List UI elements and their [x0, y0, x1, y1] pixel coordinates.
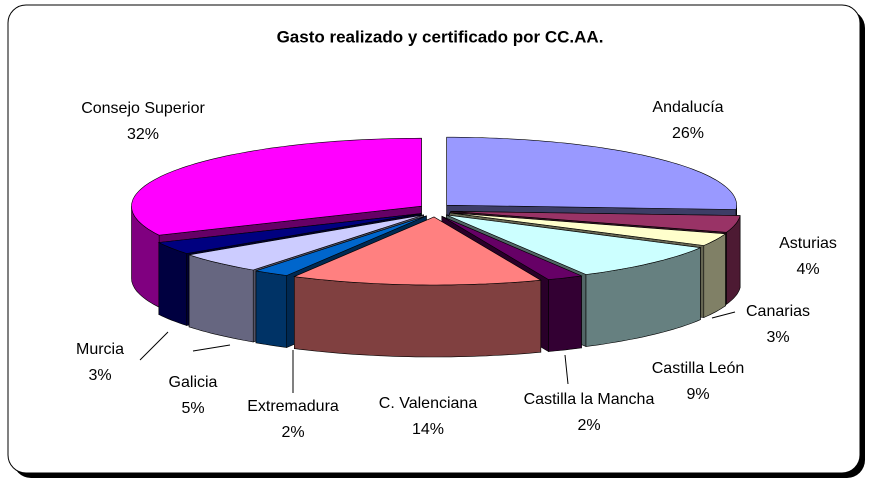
slice-value-label: 4% [796, 261, 819, 278]
labels: Andalucía 26% Asturias 4% Canarias 3% Castilla… [76, 99, 837, 441]
slice-label: Extremadura [247, 398, 339, 415]
slice-wall [255, 270, 287, 348]
slice-value-label: 3% [766, 329, 789, 346]
slice [189, 214, 424, 271]
slice [157, 213, 422, 254]
slice [449, 212, 727, 246]
slice-value-label: 3% [88, 367, 111, 384]
slice [446, 136, 737, 210]
slice-value-label: 2% [577, 417, 600, 434]
pie [131, 136, 741, 358]
slice-wall [548, 275, 582, 352]
leader-line [711, 311, 736, 319]
slice-value-label: 26% [672, 125, 704, 142]
slice [255, 215, 427, 276]
slice [450, 211, 741, 233]
slice-value-label: 32% [127, 126, 159, 143]
slice-wall [158, 242, 187, 326]
slice-label: Consejo Superior [81, 100, 205, 117]
slice-label: Canarias [746, 303, 810, 320]
slice-value-label: 2% [281, 424, 304, 441]
slice-label: C. Valenciana [379, 395, 478, 412]
slice-wall [703, 233, 726, 318]
slice-value-label: 9% [686, 386, 709, 403]
leader-line [192, 344, 231, 352]
slice-label: Asturias [779, 235, 837, 252]
slice-label: Galicia [169, 374, 218, 391]
leader-line [564, 354, 569, 385]
leader-line [139, 331, 169, 361]
slice-label: Castilla León [652, 360, 745, 377]
slice-value-label: 14% [412, 421, 444, 438]
slice [131, 137, 422, 236]
chart-title: Gasto realizado y certificado por CC.AA. [277, 27, 604, 46]
slice-wall [294, 276, 542, 358]
slice [441, 216, 583, 280]
slice-label: Andalucía [652, 99, 723, 116]
slice [293, 216, 542, 286]
slice-label: Murcia [76, 341, 124, 358]
slice-value-label: 5% [181, 400, 204, 417]
slice [446, 214, 702, 275]
slice-label: Castilla la Mancha [524, 391, 655, 408]
